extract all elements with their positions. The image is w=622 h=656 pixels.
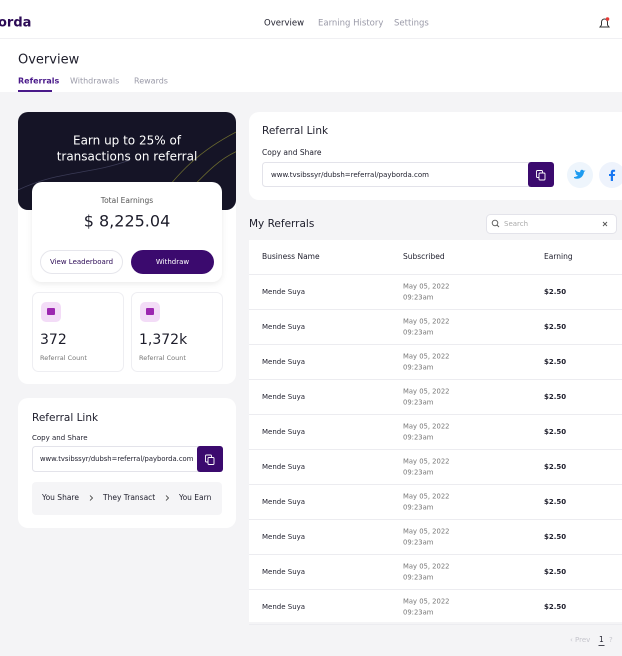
card-title: Referral Link [262, 125, 329, 137]
earning: $2.50 [544, 428, 566, 436]
subscribed-date: May 05, 2022 [403, 493, 449, 501]
business-name: Mende Suya [262, 463, 305, 471]
subscribed-date: May 05, 2022 [403, 318, 449, 326]
column-header: Subscribed [403, 252, 445, 261]
business-name: Mende Suya [262, 603, 305, 611]
earning: $2.50 [544, 323, 566, 331]
subscribed-date: May 05, 2022 [403, 458, 449, 466]
pagination-prev[interactable]: ‹ Prev [570, 636, 590, 644]
earning: $2.50 [544, 393, 566, 401]
stat-value: 1,372k [139, 332, 188, 348]
subscribed-date: May 05, 2022 [403, 528, 449, 536]
business-name: Mende Suya [262, 288, 305, 296]
stat-card [131, 292, 223, 372]
tab[interactable]: Rewards [134, 77, 168, 86]
search-icon [491, 219, 499, 227]
table [249, 240, 622, 622]
earning: $2.50 [544, 463, 566, 471]
search-placeholder: Search [504, 220, 528, 228]
stat-card [32, 292, 124, 372]
search-input[interactable] [486, 214, 617, 234]
subscribed-date: May 05, 2022 [403, 598, 449, 606]
button-label[interactable]: Withdraw [156, 258, 190, 266]
tab[interactable]: Withdrawals [70, 77, 119, 86]
pagination-page[interactable]: 1 [599, 635, 604, 644]
stat-label: Referral Count [40, 354, 87, 362]
subscribed-time: 09:23am [403, 574, 434, 582]
subscribed-date: May 05, 2022 [403, 563, 449, 571]
banner-text: transactions on referral [57, 150, 198, 164]
banner-text: Earn up to 25% of [73, 134, 182, 148]
subscribed-time: 09:23am [403, 399, 434, 407]
url-text: www.tvsibssyr/dubsh=referral/payborda.co… [271, 171, 429, 179]
step: They Transact [102, 493, 155, 502]
facebook-button[interactable] [599, 162, 622, 188]
subscribed-time: 09:23am [403, 504, 434, 512]
leaderboard-button[interactable] [40, 250, 123, 274]
url-text: www.tvsibssyr/dubsh=referral/payborda.co… [40, 455, 194, 463]
earning: $2.50 [544, 533, 566, 541]
step-arrow [165, 495, 170, 501]
business-name: Mende Suya [262, 358, 305, 366]
subscribed-time: 09:23am [403, 364, 434, 372]
clear-icon[interactable] [602, 221, 608, 227]
column-header: Business Name [262, 252, 320, 261]
button-label[interactable]: View Leaderboard [50, 258, 113, 266]
withdraw-button[interactable] [131, 250, 214, 274]
business-name: Mende Suya [262, 323, 305, 331]
step-arrow [89, 495, 94, 501]
subscribed-time: 09:23am [403, 469, 434, 477]
tab[interactable]: Referrals [18, 77, 60, 86]
business-name: Mende Suya [262, 428, 305, 436]
card-subtitle: Copy and Share [262, 148, 322, 157]
copy-button[interactable] [197, 446, 223, 472]
stat-value: 372 [40, 332, 67, 348]
nav-link[interactable]: Overview [264, 19, 304, 29]
section-title: My Referrals [249, 218, 314, 230]
step: You Earn [178, 493, 212, 502]
earning: $2.50 [544, 498, 566, 506]
earning: $2.50 [544, 568, 566, 576]
column-header: Earning [544, 252, 573, 261]
business-name: Mende Suya [262, 498, 305, 506]
business-name: Mende Suya [262, 393, 305, 401]
earnings-amount: $ 8,225.04 [84, 212, 171, 231]
subscribed-date: May 05, 2022 [403, 423, 449, 431]
subscribed-time: 09:23am [403, 609, 434, 617]
earning: $2.50 [544, 358, 566, 366]
business-name: Mende Suya [262, 568, 305, 576]
subscribed-date: May 05, 2022 [403, 388, 449, 396]
subscribed-time: 09:23am [403, 294, 434, 302]
bell-icon[interactable] [599, 17, 610, 28]
nav-link[interactable]: Settings [394, 19, 429, 29]
page-title: Overview [18, 53, 80, 68]
copy-button[interactable] [528, 162, 554, 187]
subscribed-date: May 05, 2022 [403, 353, 449, 361]
earnings-label: Total Earnings [100, 196, 154, 205]
stat-label: Referral Count [139, 354, 186, 362]
subscribed-time: 09:23am [403, 329, 434, 337]
earning: $2.50 [544, 603, 566, 611]
subscribed-date: May 05, 2022 [403, 283, 449, 291]
card-subtitle: Copy and Share [32, 434, 88, 442]
steps-box [32, 482, 222, 515]
business-name: Mende Suya [262, 533, 305, 541]
subscribed-time: 09:23am [403, 434, 434, 442]
pagination-next[interactable]: ? [609, 636, 613, 644]
step: You Share [41, 493, 79, 502]
tab-underline [18, 90, 52, 92]
earning: $2.50 [544, 288, 566, 296]
table-body: Mende Suya May 05, 2022 09:23am $2.50 Mende … [249, 283, 622, 625]
nav-link[interactable]: Earning History [318, 19, 383, 29]
search-icon [496, 224, 500, 228]
subscribed-time: 09:23am [403, 539, 434, 547]
twitter-button[interactable] [567, 162, 593, 188]
logo: orda [0, 16, 31, 31]
card-title: Referral Link [32, 412, 99, 424]
